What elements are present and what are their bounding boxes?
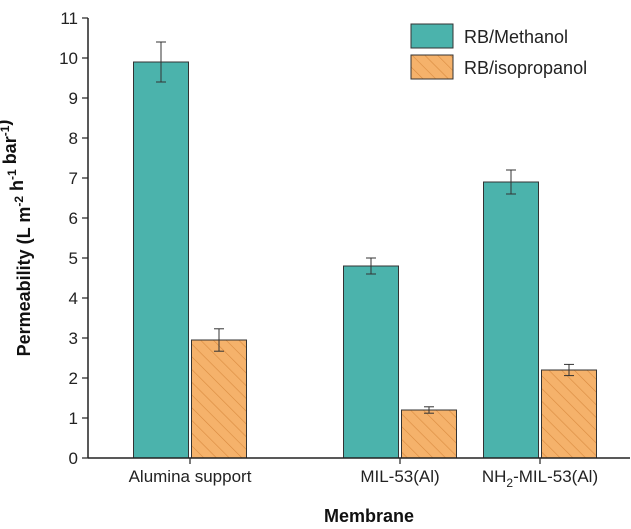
y-tick-label: 0 (69, 449, 78, 468)
y-tick-label: 5 (69, 249, 78, 268)
y-tick-label: 3 (69, 329, 78, 348)
bar-methanol-2 (483, 181, 539, 459)
bar-methanol-1 (343, 265, 399, 459)
y-tick-label: 11 (60, 9, 78, 28)
y-tick-label: 9 (69, 89, 78, 108)
y-tick-label: 6 (69, 209, 78, 228)
bar-isopropanol-1 (401, 409, 457, 459)
bar-isopropanol-0 (191, 339, 247, 459)
bar-methanol-0 (133, 61, 189, 459)
x-axis-title: Membrane (324, 506, 414, 526)
legend-swatch-1 (410, 54, 454, 80)
legend-label-1: RB/isopropanol (464, 58, 587, 78)
legend-swatch-0 (410, 23, 454, 49)
x-category-label: NH2-MIL-53(Al) (482, 467, 598, 490)
y-tick-label: 8 (69, 129, 78, 148)
axes: 0 1 2 3 4 5 6 7 8 9 10 11 Alumina support MIL-53(Al) N… (0, 9, 630, 526)
plot-area (133, 41, 597, 459)
x-category-label: Alumina support (129, 467, 252, 486)
legend: RB/Methanol RB/isopropanol (410, 23, 587, 80)
legend-label-0: RB/Methanol (464, 27, 568, 47)
x-category-label: MIL-53(Al) (360, 467, 439, 486)
y-tick-label: 7 (69, 169, 78, 188)
y-axis-title: Permeability (L m-2 h-1 bar-1) (0, 120, 34, 357)
y-tick-label: 10 (59, 49, 78, 68)
y-tick-label: 2 (69, 369, 78, 388)
bar-isopropanol-2 (541, 369, 597, 459)
y-tick-label: 4 (69, 289, 78, 308)
y-tick-label: 1 (69, 409, 78, 428)
